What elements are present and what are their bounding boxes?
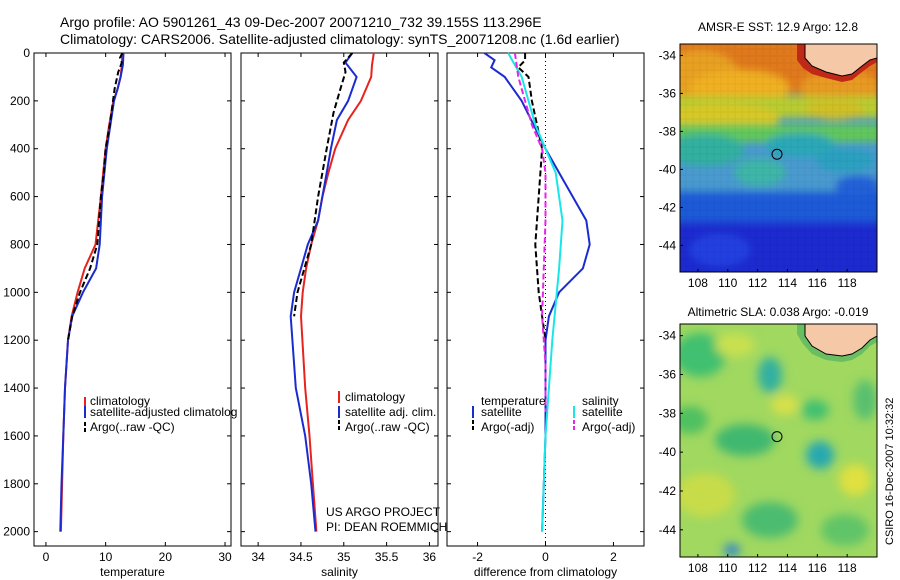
project-annotation: US ARGO PROJECT — [326, 505, 441, 519]
map-y-tick-label: -42 — [659, 200, 677, 214]
temperature-legend: climatology satellite-adjusted climatolo… — [84, 394, 237, 434]
map-x-tick-label: 114 — [778, 561, 797, 575]
map-x-tick-label: 110 — [718, 276, 737, 290]
legend-label: climatology — [90, 394, 150, 408]
sst-map: AMSR-E SST: 12.9 Argo: 12.8 — [659, 20, 878, 290]
map-x-tick-label: 118 — [838, 561, 857, 575]
sla-map-title: Altimetric SLA: 0.038 Argo: -0.019 — [688, 305, 869, 319]
x-tick-label: 10 — [99, 550, 113, 564]
series-line-temperature-argo-adj- — [516, 53, 547, 341]
map-x-tick-label: 108 — [688, 561, 708, 575]
y-tick-label: 1000 — [3, 285, 30, 299]
y-tick-label: 1600 — [3, 429, 30, 443]
y-tick-label: 400 — [10, 142, 30, 156]
sla-map: Altimetric SLA: 0.038 Argo: -0.019 — [659, 305, 878, 575]
legend-label: satellite adj. clim. — [345, 405, 436, 419]
salinity-legend: climatology satellite adj. clim. Argo(..… — [326, 390, 447, 534]
series-line-climatology — [299, 52, 375, 532]
x-tick-label: 35.5 — [375, 550, 399, 564]
x-tick-label: 20 — [159, 550, 173, 564]
y-tick-label: 1200 — [3, 333, 30, 347]
map-x-tick-label: 116 — [808, 276, 827, 290]
x-tick-label: 36 — [423, 550, 437, 564]
legend-label: Argo(..raw -QC) — [345, 420, 430, 434]
pi-annotation: PI: DEAN ROEMMICH — [326, 520, 447, 534]
series-line-climatology — [59, 52, 124, 532]
sst-map-frame — [679, 43, 878, 273]
legend-label: Argo(..raw -QC) — [90, 420, 175, 434]
argo-position-marker — [771, 148, 783, 160]
map-x-tick-label: 114 — [778, 276, 797, 290]
series-line-argo-raw-qc- — [293, 52, 354, 317]
x-tick-label: 34 — [251, 550, 265, 564]
x-axis-label: difference from climatology — [474, 565, 617, 579]
map-x-tick-label: 112 — [748, 276, 767, 290]
y-tick-label: 600 — [10, 190, 30, 204]
map-y-tick-label: -36 — [659, 367, 677, 381]
legend-label: satellite — [582, 405, 623, 419]
map-y-tick-label: -44 — [659, 523, 677, 537]
legend-title-salinity: salinity — [582, 394, 619, 408]
argo-position-marker — [771, 431, 783, 443]
series-line-argo-raw-qc- — [67, 52, 124, 341]
difference-legend: temperature salinity satellite Argo(-adj… — [472, 394, 635, 434]
map-x-tick-label: 110 — [718, 561, 737, 575]
y-tick-label: 0 — [23, 46, 30, 60]
x-tick-label: 2 — [610, 550, 617, 564]
plot-frame — [446, 52, 645, 547]
map-x-tick-label: 112 — [748, 561, 767, 575]
x-tick-label: 30 — [218, 550, 232, 564]
series-line-salinity-argo-adj- — [513, 52, 547, 412]
y-tick-label: 200 — [10, 94, 30, 108]
x-tick-label: 34.5 — [289, 550, 313, 564]
series-line-satellite-adjusted-climatology — [59, 52, 125, 532]
y-tick-label: 1800 — [3, 477, 30, 491]
x-axis-label: temperature — [100, 565, 165, 579]
header-title-line2: Climatology: CARS2006. Satellite-adjuste… — [60, 31, 620, 47]
legend-label: satellite — [481, 405, 522, 419]
x-tick-label: 0 — [43, 550, 50, 564]
legend-label: Argo(-adj) — [582, 420, 635, 434]
map-y-tick-label: -40 — [659, 445, 677, 459]
x-tick-label: -2 — [472, 550, 483, 564]
x-tick-label: 35 — [337, 550, 351, 564]
map-x-tick-label: 108 — [688, 276, 708, 290]
y-tick-label: 2000 — [3, 525, 30, 539]
sst-map-title: AMSR-E SST: 12.9 Argo: 12.8 — [698, 20, 858, 34]
sla-map-frame — [679, 323, 878, 558]
map-y-tick-label: -44 — [659, 238, 677, 252]
map-y-tick-label: -36 — [659, 86, 677, 100]
temperature-panel: 0 10 20 30 0 200 400 600 800 1000 1200 1400 1600 1800… — [3, 46, 232, 579]
legend-title-temperature: temperature — [481, 394, 546, 408]
map-y-tick-label: -34 — [659, 329, 677, 343]
map-y-tick-label: -34 — [659, 48, 677, 62]
map-y-tick-label: -38 — [659, 406, 677, 420]
plot-frame — [33, 52, 232, 547]
map-x-tick-label: 118 — [838, 276, 857, 290]
y-tick-label: 800 — [10, 237, 30, 251]
salinity-panel: 34 34.5 35 35.5 36 salinity — [240, 52, 439, 579]
map-y-tick-label: -38 — [659, 124, 677, 138]
footer-credit: CSIRO 16-Dec-2007 10:32:32 — [884, 398, 896, 545]
y-tick-label: 1400 — [3, 381, 30, 395]
map-y-tick-label: -40 — [659, 162, 677, 176]
series-line-satellite-adj-clim- — [289, 52, 358, 532]
x-axis-label: salinity — [321, 565, 358, 579]
legend-label: Argo(-adj) — [481, 420, 534, 434]
plot-frame — [240, 52, 439, 547]
map-y-tick-label: -42 — [659, 484, 677, 498]
legend-label: satellite-adjusted climatolog — [90, 405, 237, 419]
header-title-line1: Argo profile: AO 5901261_43 09-Dec-2007 … — [60, 14, 542, 30]
series-line-salinity-satellite — [507, 52, 564, 532]
series-line-temperature-satellite — [483, 52, 591, 532]
x-tick-label: 0 — [542, 550, 549, 564]
legend-label: climatology — [345, 390, 405, 404]
map-x-tick-label: 116 — [808, 561, 827, 575]
